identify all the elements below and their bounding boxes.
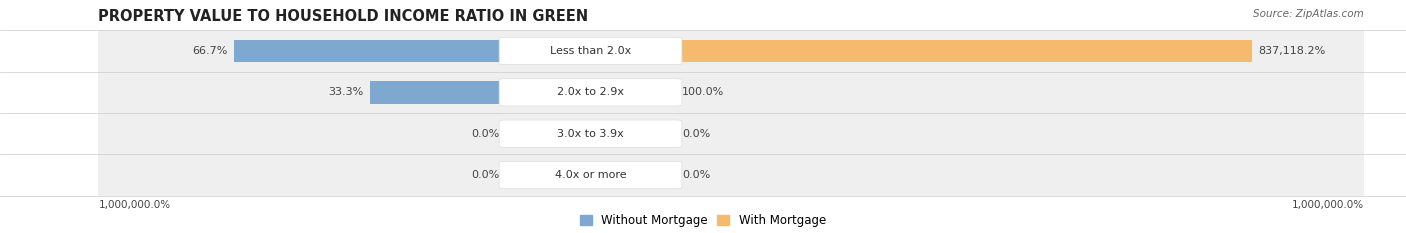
- Text: Less than 2.0x: Less than 2.0x: [550, 46, 631, 56]
- Bar: [98, 30, 1364, 72]
- Text: 1,000,000.0%: 1,000,000.0%: [1292, 200, 1364, 210]
- Bar: [235, 40, 506, 62]
- Text: 33.3%: 33.3%: [328, 87, 363, 97]
- Bar: [98, 72, 1364, 113]
- Legend: Without Mortgage, With Mortgage: Without Mortgage, With Mortgage: [581, 214, 825, 227]
- FancyBboxPatch shape: [499, 161, 682, 189]
- Bar: [370, 81, 506, 104]
- FancyBboxPatch shape: [499, 79, 682, 106]
- Text: 837,118.2%: 837,118.2%: [1258, 46, 1326, 56]
- Text: Source: ZipAtlas.com: Source: ZipAtlas.com: [1253, 9, 1364, 19]
- Bar: [98, 72, 1364, 113]
- Text: 0.0%: 0.0%: [471, 129, 499, 139]
- FancyBboxPatch shape: [499, 37, 682, 65]
- Bar: [675, 40, 1251, 62]
- Bar: [98, 113, 1364, 154]
- Text: 2.0x to 2.9x: 2.0x to 2.9x: [557, 87, 624, 97]
- Text: 0.0%: 0.0%: [682, 170, 710, 180]
- Bar: [98, 154, 1364, 196]
- Text: 0.0%: 0.0%: [682, 129, 710, 139]
- Text: 3.0x to 3.9x: 3.0x to 3.9x: [557, 129, 624, 139]
- Text: 66.7%: 66.7%: [191, 46, 228, 56]
- Text: PROPERTY VALUE TO HOUSEHOLD INCOME RATIO IN GREEN: PROPERTY VALUE TO HOUSEHOLD INCOME RATIO…: [98, 9, 589, 24]
- Text: 100.0%: 100.0%: [682, 87, 724, 97]
- Bar: [98, 113, 1364, 154]
- Bar: [98, 154, 1364, 196]
- Text: 1,000,000.0%: 1,000,000.0%: [98, 200, 170, 210]
- Text: 0.0%: 0.0%: [471, 170, 499, 180]
- FancyBboxPatch shape: [499, 120, 682, 147]
- Text: 4.0x or more: 4.0x or more: [555, 170, 626, 180]
- Bar: [98, 30, 1364, 72]
